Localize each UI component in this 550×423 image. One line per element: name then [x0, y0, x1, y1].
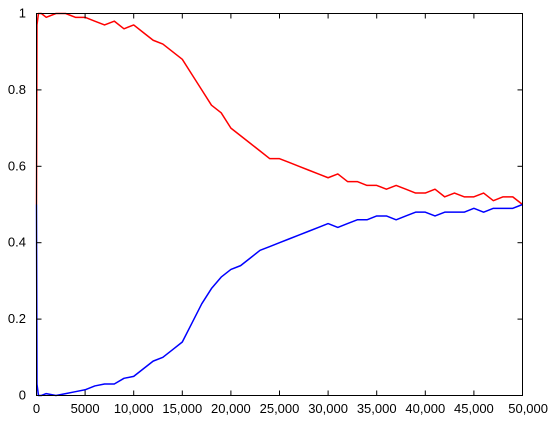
plot-frame [36, 13, 523, 396]
x-tick-label-4: 20,000 [211, 401, 251, 416]
x-tick-label-10: 50,000 [508, 401, 548, 416]
series-line-1 [35, 203, 523, 397]
series-layer [35, 12, 523, 397]
y-tick-label-1: 0.2 [8, 311, 26, 326]
x-tick-label-1: 5000 [71, 401, 100, 416]
x-tick-label-7: 35,000 [357, 401, 397, 416]
y-tick-label-3: 0.6 [8, 158, 26, 173]
y-tick-label-0: 0 [19, 388, 26, 403]
x-tick-label-8: 40,000 [405, 401, 445, 416]
x-tick-label-3: 15,000 [162, 401, 202, 416]
x-tick-label-9: 45,000 [454, 401, 494, 416]
series-line-0 [35, 12, 523, 206]
x-tick-label-0: 0 [33, 401, 40, 416]
x-tick-label-5: 25,000 [260, 401, 300, 416]
x-tick-label-6: 30,000 [308, 401, 348, 416]
tick-labels-layer: 0 5000 10,000 15,000 20,000 25,000 30,000 35,00… [8, 6, 548, 417]
ticks-layer [36, 13, 523, 396]
x-tick-label-2: 10,000 [114, 401, 154, 416]
y-tick-label-5: 1 [19, 6, 26, 21]
y-tick-label-2: 0.4 [8, 235, 26, 250]
y-tick-label-4: 0.8 [8, 82, 26, 97]
